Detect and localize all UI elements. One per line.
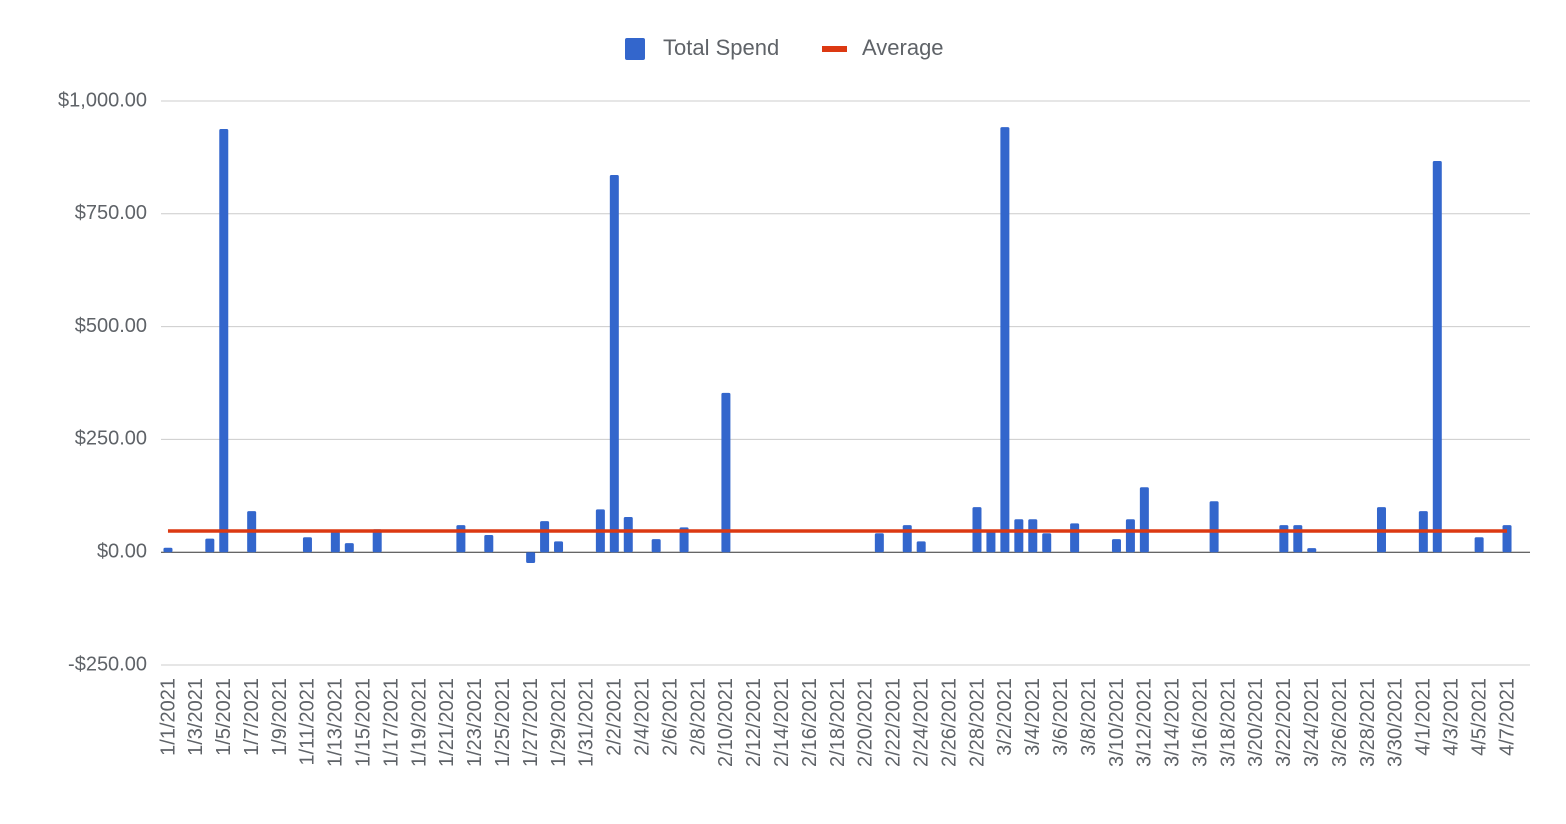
- x-tick-label: 1/23/2021: [464, 678, 486, 767]
- x-tick-label: 2/22/2021: [883, 678, 905, 767]
- x-tick-label: 3/30/2021: [1385, 678, 1407, 767]
- x-tick-label: 4/7/2021: [1496, 678, 1518, 756]
- x-tick-label: 2/24/2021: [910, 678, 932, 767]
- y-tick-label: -$250.00: [68, 653, 147, 675]
- bar: [330, 531, 340, 553]
- bar: [1139, 487, 1149, 553]
- x-tick-label: 2/12/2021: [743, 678, 765, 767]
- x-tick-label: 1/11/2021: [297, 678, 319, 766]
- x-tick-label: 4/3/2021: [1441, 678, 1463, 756]
- bar: [1307, 548, 1317, 553]
- x-tick-label: 2/26/2021: [938, 678, 960, 767]
- bar: [484, 535, 494, 553]
- bar: [679, 527, 689, 553]
- x-tick-label: 1/27/2021: [520, 678, 542, 767]
- bar: [1111, 539, 1121, 553]
- x-tick-label: 3/18/2021: [1217, 678, 1239, 767]
- bar: [1432, 161, 1442, 553]
- bar: [1474, 537, 1484, 553]
- bar: [1014, 519, 1024, 553]
- x-tick-label: 4/5/2021: [1468, 678, 1490, 756]
- legend-swatch: [822, 46, 847, 52]
- y-tick-label: $0.00: [97, 540, 147, 562]
- x-tick-label: 1/17/2021: [380, 678, 402, 767]
- bar: [1209, 501, 1219, 553]
- x-tick-label: 1/25/2021: [492, 678, 514, 767]
- x-tick-label: 2/16/2021: [799, 678, 821, 767]
- x-tick-label: 3/6/2021: [1050, 678, 1072, 756]
- bar: [1028, 519, 1038, 553]
- bar: [1293, 525, 1303, 553]
- bar: [1279, 525, 1289, 553]
- x-tick-label: 1/15/2021: [353, 678, 375, 767]
- x-tick-label: 2/14/2021: [771, 678, 793, 767]
- x-tick-label: 3/12/2021: [1134, 678, 1156, 767]
- bar: [344, 543, 354, 553]
- x-tick-label: 1/1/2021: [157, 678, 179, 756]
- x-tick-label: 2/6/2021: [659, 678, 681, 756]
- y-tick-label: $750.00: [75, 202, 147, 224]
- bar: [986, 530, 996, 553]
- bar: [874, 533, 884, 553]
- legend-label: Average: [862, 35, 944, 60]
- x-tick-label: 1/13/2021: [325, 678, 347, 767]
- x-tick-label: 1/7/2021: [241, 678, 263, 756]
- x-tick-label: 3/24/2021: [1301, 678, 1323, 767]
- bar: [540, 521, 550, 553]
- y-tick-label: $1,000.00: [58, 89, 147, 111]
- x-tick-label: 2/8/2021: [687, 678, 709, 756]
- bar: [372, 529, 382, 553]
- x-tick-label: 3/4/2021: [1022, 678, 1044, 756]
- bar: [902, 525, 912, 553]
- x-tick-label: 1/3/2021: [185, 678, 207, 756]
- legend-label: Total Spend: [663, 35, 779, 60]
- bar: [205, 538, 215, 553]
- legend-swatch: [625, 38, 645, 60]
- bar: [1502, 525, 1512, 553]
- x-tick-label: 3/28/2021: [1357, 678, 1379, 767]
- x-tick-label: 3/10/2021: [1106, 678, 1128, 767]
- bar: [302, 537, 312, 553]
- bar: [456, 525, 466, 553]
- x-tick-label: 3/16/2021: [1189, 678, 1211, 767]
- bar: [1070, 523, 1080, 553]
- x-tick-label: 2/20/2021: [855, 678, 877, 767]
- bar: [1125, 519, 1135, 553]
- x-tick-label: 1/9/2021: [269, 678, 291, 756]
- x-tick-label: 1/21/2021: [436, 678, 458, 767]
- bar: [163, 547, 173, 553]
- bar: [623, 517, 633, 553]
- x-tick-label: 3/8/2021: [1078, 678, 1100, 756]
- bar: [721, 392, 731, 553]
- x-tick-label: 3/14/2021: [1162, 678, 1184, 767]
- bar: [609, 174, 619, 553]
- bar: [219, 128, 229, 553]
- x-tick-label: 3/20/2021: [1245, 678, 1267, 767]
- x-tick-label: 1/31/2021: [576, 678, 598, 767]
- x-tick-label: 2/28/2021: [966, 678, 988, 767]
- x-tick-label: 1/5/2021: [213, 678, 235, 756]
- x-tick-label: 3/22/2021: [1273, 678, 1295, 767]
- x-tick-label: 2/4/2021: [632, 678, 654, 756]
- y-tick-label: $250.00: [75, 428, 147, 450]
- x-tick-label: 3/26/2021: [1329, 678, 1351, 767]
- x-tick-label: 3/2/2021: [994, 678, 1016, 756]
- x-tick-label: 1/29/2021: [548, 678, 570, 767]
- x-tick-label: 2/18/2021: [827, 678, 849, 767]
- bar: [1000, 127, 1010, 553]
- x-tick-label: 2/10/2021: [715, 678, 737, 767]
- y-tick-label: $500.00: [75, 315, 147, 337]
- bar: [1042, 533, 1052, 553]
- x-tick-label: 2/2/2021: [604, 678, 626, 756]
- bar: [554, 541, 564, 553]
- bar: [651, 539, 661, 553]
- bar: [916, 541, 926, 553]
- bar: [526, 552, 536, 564]
- x-tick-label: 1/19/2021: [408, 678, 430, 767]
- x-tick-label: 4/1/2021: [1413, 678, 1435, 756]
